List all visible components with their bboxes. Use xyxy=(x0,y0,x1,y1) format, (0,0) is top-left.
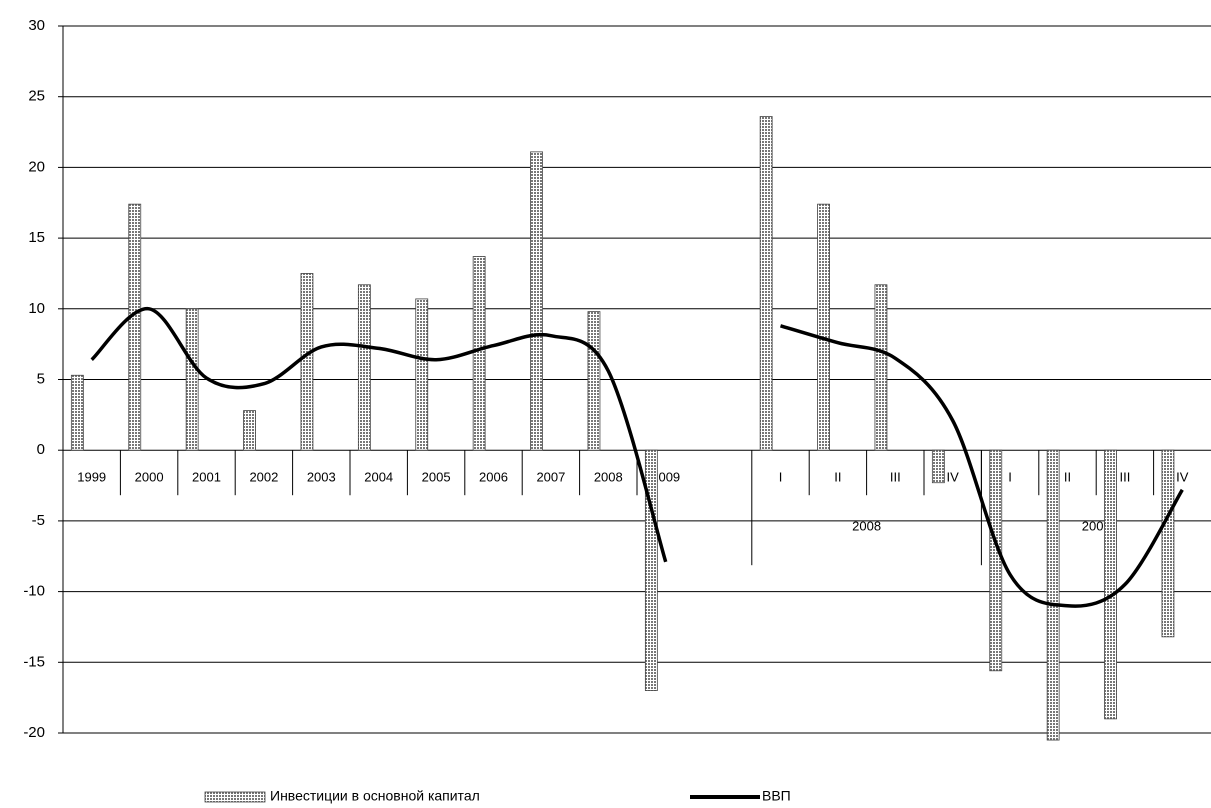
x-tick-label: IV xyxy=(1176,470,1189,485)
bar xyxy=(415,298,429,451)
y-tick-label: 30 xyxy=(28,17,45,34)
line xyxy=(90,307,1184,608)
x-tick-label: 2004 xyxy=(364,470,393,485)
bar xyxy=(1046,449,1060,741)
y-tick-label: -15 xyxy=(23,653,45,670)
bar xyxy=(70,374,84,451)
y-tick-label: 20 xyxy=(28,158,45,175)
x-tick-label: 2002 xyxy=(249,470,278,485)
x-tick-label: 2001 xyxy=(192,470,221,485)
bar xyxy=(530,151,543,451)
bar xyxy=(1161,449,1175,638)
group-label: 2009 xyxy=(1082,519,1111,534)
x-tick-label: 2003 xyxy=(307,470,336,485)
y-tick-label: 0 xyxy=(37,441,45,458)
bar xyxy=(1104,449,1117,720)
legend-label: ВВП xyxy=(762,788,791,804)
x-tick-label: 1999 xyxy=(77,470,106,485)
bar xyxy=(759,116,773,451)
bar xyxy=(300,273,314,451)
y-tick-label: -5 xyxy=(32,512,45,529)
bar xyxy=(243,410,256,451)
bar xyxy=(874,284,888,451)
bar xyxy=(931,449,945,484)
x-tick-label: I xyxy=(1008,470,1012,485)
bar xyxy=(185,308,199,451)
y-tick-label: 25 xyxy=(28,88,45,105)
x-tick-label: II xyxy=(1064,470,1071,485)
legend-swatch xyxy=(204,791,266,803)
bar xyxy=(817,203,830,451)
x-tick-label: 2000 xyxy=(135,470,164,485)
bar xyxy=(357,284,371,451)
bar xyxy=(128,203,142,451)
y-tick-label: 5 xyxy=(37,370,45,387)
x-tick-label: 2006 xyxy=(479,470,508,485)
y-tick-label: 15 xyxy=(28,229,45,246)
bar xyxy=(472,256,486,451)
x-tick-label: 2007 xyxy=(536,470,565,485)
legend-label: Инвестиции в основной капитал xyxy=(270,788,480,804)
x-tick-label: 2005 xyxy=(422,470,451,485)
group-label: 2008 xyxy=(852,519,881,534)
bar xyxy=(644,449,658,691)
y-tick-label: 10 xyxy=(28,300,45,317)
x-tick-label: I xyxy=(779,470,783,485)
x-tick-label: IV xyxy=(947,470,960,485)
x-tick-label: III xyxy=(890,470,901,485)
bar xyxy=(587,311,601,451)
x-tick-label: II xyxy=(834,470,841,485)
bar xyxy=(989,449,1003,672)
x-tick-label: 2008 xyxy=(594,470,623,485)
x-tick-label: III xyxy=(1119,470,1130,485)
x-tick-label: 2009 xyxy=(651,470,680,485)
y-tick-label: -10 xyxy=(23,583,45,600)
y-tick-label: -20 xyxy=(23,724,45,741)
